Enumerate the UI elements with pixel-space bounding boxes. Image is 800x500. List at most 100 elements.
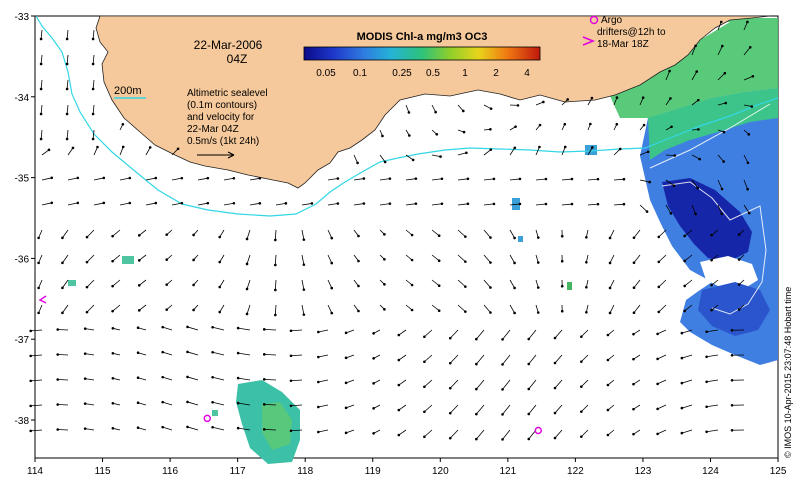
- velocity-vector: [613, 178, 624, 181]
- velocity-vector: [327, 254, 333, 264]
- velocity-vector-tip: [746, 187, 749, 191]
- velocity-vector-tip: [680, 381, 684, 385]
- velocity-vector-tip: [317, 430, 320, 434]
- velocity-vector: [275, 202, 286, 206]
- velocity-vector-tip: [85, 260, 89, 264]
- velocity-vector-tip: [397, 433, 401, 437]
- y-tick-label: -38: [15, 416, 30, 427]
- velocity-vector: [483, 304, 491, 313]
- velocity-vector-tip: [218, 260, 222, 264]
- sealevel-note: Altimetric sealevel (0.1m contours) and …: [187, 88, 268, 159]
- velocity-vector-tip: [137, 309, 141, 312]
- velocity-vector-tip: [136, 401, 140, 404]
- velocity-vector-tip: [91, 87, 95, 91]
- velocity-vector-tip: [560, 284, 564, 288]
- velocity-vector: [264, 378, 277, 381]
- velocity-vector-tip: [289, 329, 293, 333]
- velocity-vector-tip: [751, 74, 755, 78]
- velocity-vector: [743, 154, 749, 163]
- velocity-vector-tip: [464, 235, 467, 238]
- x-tick-label: 120: [432, 466, 449, 477]
- velocity-vector: [657, 379, 667, 385]
- chl-speck-4: [68, 280, 76, 286]
- velocity-vector: [528, 329, 537, 340]
- velocity-vector: [238, 327, 251, 331]
- velocity-vector: [119, 146, 124, 156]
- velocity-vector-tip: [357, 259, 360, 263]
- velocity-vector-tip: [111, 309, 114, 313]
- velocity-vector-tip: [39, 37, 43, 41]
- velocity-vector: [691, 99, 699, 106]
- velocity-vectors: [29, 20, 755, 441]
- y-tick-label: -35: [15, 174, 30, 185]
- velocity-vector: [85, 403, 95, 406]
- velocity-vector: [509, 254, 515, 264]
- velocity-vector: [92, 79, 95, 89]
- velocity-vector: [85, 378, 95, 381]
- colorbar-tick-4: 0.5: [426, 68, 440, 79]
- velocity-vector-tip: [746, 20, 749, 24]
- velocity-vector: [30, 404, 43, 407]
- velocity-vector: [457, 229, 466, 237]
- velocity-vector-tip: [410, 308, 414, 312]
- velocity-vector: [613, 97, 618, 106]
- velocity-vector: [535, 178, 546, 181]
- velocity-vector-tip: [180, 201, 184, 205]
- velocity-vector-tip: [448, 336, 452, 340]
- velocity-vector-tip: [83, 352, 87, 355]
- velocity-vector: [301, 279, 305, 290]
- velocity-vector-tip: [165, 308, 168, 311]
- velocity-vector: [301, 229, 305, 240]
- velocity-vector: [238, 402, 251, 406]
- velocity-vector: [706, 354, 719, 358]
- velocity-vector: [528, 354, 537, 365]
- isobath-legend-label: 200m: [114, 85, 142, 97]
- velocity-vector-tip: [591, 146, 594, 149]
- velocity-vector-tip: [414, 202, 418, 205]
- velocity-vector-tip: [475, 437, 478, 441]
- velocity-vector-tip: [710, 233, 713, 237]
- velocity-vector-tip: [245, 262, 249, 266]
- velocity-vector: [290, 329, 303, 332]
- velocity-vector: [681, 379, 693, 384]
- velocity-vector: [665, 70, 670, 81]
- velocity-vector: [457, 178, 468, 181]
- velocity-vector-tip: [730, 328, 734, 332]
- velocity-vector-tip: [137, 259, 141, 262]
- velocity-vector-tip: [161, 425, 164, 429]
- x-tick-label: 121: [500, 466, 517, 477]
- velocity-vector-tip: [669, 97, 672, 100]
- velocity-vector: [639, 97, 644, 106]
- velocity-vector: [398, 429, 407, 436]
- velocity-vector: [449, 379, 459, 389]
- velocity-vector-tip: [96, 145, 99, 149]
- velocity-vector: [691, 154, 700, 160]
- velocity-vector-tip: [657, 285, 661, 289]
- velocity-vector-tip: [192, 283, 195, 287]
- velocity-vector: [212, 351, 225, 356]
- velocity-vector-tip: [336, 177, 340, 180]
- x-tick-label: 119: [365, 466, 381, 477]
- velocity-vector-tip: [65, 137, 69, 141]
- velocity-vector-tip: [137, 284, 141, 287]
- velocity-vector-tip: [563, 145, 567, 149]
- velocity-vector: [93, 202, 104, 206]
- velocity-vector: [112, 304, 121, 312]
- velocity-vector: [528, 379, 537, 390]
- velocity-vector-tip: [553, 361, 557, 365]
- chl-coastal-green: [596, 18, 778, 118]
- velocity-vector-tip: [37, 236, 40, 240]
- velocity-vector-tip: [186, 400, 189, 404]
- velocity-vector-tip: [737, 283, 741, 286]
- velocity-vector: [561, 203, 572, 206]
- velocity-vector: [476, 329, 485, 340]
- sealevel-note-line-2: (0.1m contours): [187, 100, 257, 111]
- velocity-vector-tip: [553, 436, 557, 440]
- velocity-vector: [449, 329, 459, 339]
- velocity-vector-tip: [330, 311, 334, 315]
- velocity-vector: [318, 404, 329, 408]
- velocity-vector: [93, 146, 98, 156]
- velocity-vector-tip: [344, 356, 348, 360]
- velocity-vector-tip: [274, 288, 277, 292]
